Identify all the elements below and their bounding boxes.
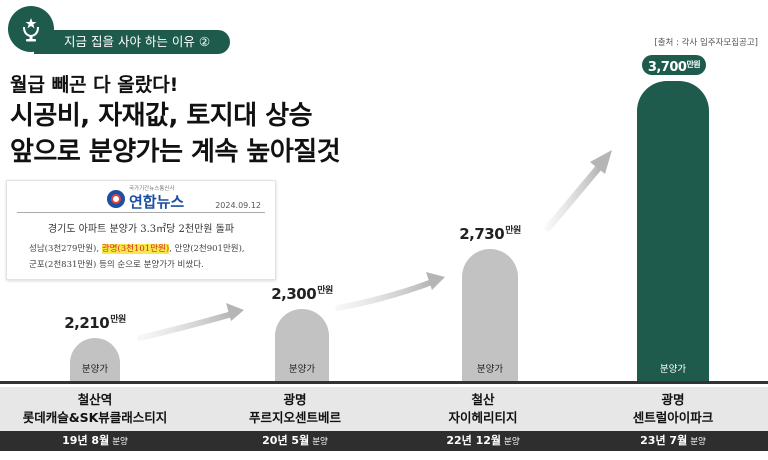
data-label-2: 2,300만원: [271, 285, 333, 303]
news-clipping: 국가기간뉴스통신사 연합뉴스 2024.09.12 경기도 아파트 분양가 3.…: [6, 180, 276, 280]
data-label-3: 2,730만원: [459, 225, 521, 243]
bar-4: 분양가: [637, 81, 709, 381]
date-3: 22년 12월 분양: [446, 434, 520, 447]
news-divider: [17, 212, 265, 213]
apartment-names-row: 철산역 롯데캐슬&SK뷰클래스티지 광명 푸르지오센트베르 철산 자이헤리티지 광명 센…: [0, 387, 768, 431]
headline-line-3: 앞으로 분양가는 계속 높아질것: [10, 137, 341, 167]
bar-1-label: 분양가: [81, 363, 109, 375]
headline-line-1: 월급 빼곤 다 올랐다!: [10, 74, 179, 96]
bar-3-label: 분양가: [476, 364, 504, 375]
news-body-part-a: 성남(3천279만원),: [29, 244, 102, 254]
category-1: 철산역 롯데캐슬&SK뷰클래스티지: [22, 392, 168, 425]
source-note: [출처 : 각사 입주자모집공고]: [654, 38, 758, 48]
bar-2: 분양가: [275, 309, 329, 381]
news-date: 2024.09.12: [215, 201, 261, 210]
data-label-1: 2,210만원: [64, 313, 126, 332]
trend-arrow-2: [335, 272, 445, 311]
news-highlight: 광명(3천101만원): [101, 244, 170, 254]
news-brand: 국가기간뉴스통신사 연합뉴스: [107, 185, 184, 212]
bar-1: 분양가: [70, 337, 120, 381]
trend-arrow-1: [137, 303, 244, 341]
category-4: 광명 센트럴아이파크: [632, 392, 714, 425]
bar-3: 분양가: [462, 249, 518, 381]
data-label-4: 3,700만원: [642, 55, 706, 75]
date-1: 19년 8월 분양: [62, 434, 128, 447]
trophy-icon: [8, 6, 54, 52]
news-body-line-2: 군포(2천831만원) 등의 순으로 분양가가 비쌌다.: [29, 260, 204, 270]
sale-dates-row: 19년 8월 분양 20년 5월 분양 22년 12월 분양 23년 7월 분양: [0, 431, 768, 451]
yonhap-logo-icon: [107, 189, 125, 208]
news-title: 경기도 아파트 분양가 3.3㎡당 2천만원 돌파: [47, 224, 235, 235]
headline-line-2: 시공비, 자재값, 토지대 상승: [10, 101, 313, 131]
news-brand-sub: 국가기간뉴스통신사: [129, 186, 175, 192]
bar-4-label: 분양가: [659, 364, 687, 375]
category-2: 광명 푸르지오센트베르: [248, 392, 341, 425]
bar-2-label: 분양가: [288, 364, 316, 375]
chart-baseline: [0, 381, 768, 384]
date-4: 23년 7월 분양: [640, 434, 706, 447]
news-body-part-b: , 안양(2천901만원),: [169, 244, 245, 254]
news-brand-name: 연합뉴스: [129, 193, 185, 211]
category-3: 철산 자이헤리티지: [448, 392, 518, 425]
topic-banner: 지금 집을 사야 하는 이유 ②: [34, 30, 230, 54]
trend-arrow-3: [544, 150, 612, 232]
headline: 월급 빼곤 다 올랐다! 시공비, 자재값, 토지대 상승 앞으로 분양가는 계…: [10, 72, 341, 170]
news-body: 성남(3천279만원), 광명(3천101만원), 안양(2천901만원), 군…: [29, 241, 269, 273]
date-2: 20년 5월 분양: [262, 434, 328, 447]
